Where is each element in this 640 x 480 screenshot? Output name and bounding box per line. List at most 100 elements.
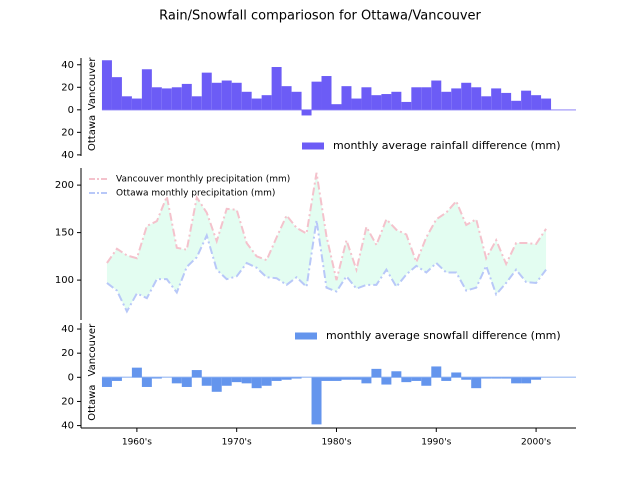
bar — [131, 367, 142, 378]
bar — [311, 377, 322, 425]
x-tick-label: 2000's — [521, 438, 551, 448]
bar — [111, 377, 122, 381]
bar — [191, 370, 202, 378]
y-tick-label: 200 — [55, 180, 74, 191]
bar — [181, 377, 192, 387]
bar — [361, 87, 372, 110]
y-tick-label: 100 — [55, 275, 74, 286]
legend-label: Vancouver monthly precipitation (mm) — [116, 175, 290, 185]
bar — [101, 377, 112, 387]
bar — [441, 377, 452, 381]
legend-label: Ottawa monthly precipitation (mm) — [116, 189, 275, 199]
bar — [181, 83, 192, 110]
bar — [511, 377, 522, 384]
bar — [231, 377, 242, 383]
bar — [421, 87, 432, 110]
bar — [501, 92, 512, 110]
bar — [491, 88, 502, 110]
bar — [131, 98, 142, 110]
bar — [161, 88, 172, 110]
bar — [311, 81, 322, 110]
bar — [331, 104, 342, 110]
bar — [321, 76, 332, 110]
y-label: Vancouver — [87, 57, 98, 111]
y-tick-label: 20 — [61, 82, 74, 93]
bar — [351, 98, 362, 110]
bar — [531, 377, 542, 380]
bar — [431, 80, 442, 110]
bar — [371, 95, 382, 110]
bar — [501, 377, 512, 379]
bar — [141, 69, 152, 110]
legend-label: monthly average rainfall difference (mm) — [333, 139, 561, 152]
legend-swatch — [295, 332, 317, 340]
y-tick-label: 40 — [61, 60, 74, 71]
y-label: Ottawa — [87, 115, 98, 151]
y-label: Ottawa — [87, 385, 98, 421]
bar — [521, 90, 532, 110]
bar — [151, 87, 162, 110]
bar — [431, 366, 442, 378]
bar — [101, 60, 112, 110]
bar — [481, 377, 492, 379]
y-tick-label: 40 — [61, 324, 74, 335]
bar — [481, 96, 492, 110]
bar — [141, 377, 152, 387]
bar — [241, 91, 252, 110]
bar — [391, 371, 402, 378]
line — [106, 220, 547, 314]
legend-swatch — [302, 142, 324, 150]
fill-between — [106, 172, 547, 312]
y-label: Vancouver — [87, 323, 98, 377]
bar — [201, 72, 212, 110]
bar — [281, 377, 292, 380]
bar — [541, 98, 552, 110]
bar — [121, 96, 132, 110]
y-tick-label: 20 — [61, 396, 74, 407]
bar — [321, 377, 332, 381]
bar — [381, 94, 392, 110]
bar — [301, 109, 312, 116]
bar — [411, 377, 422, 381]
y-tick-label: 40 — [61, 421, 74, 432]
bar — [211, 82, 222, 110]
bar — [291, 91, 302, 110]
y-tick-label: 150 — [55, 228, 74, 239]
bar — [521, 377, 532, 384]
bar — [531, 95, 542, 110]
bar — [111, 77, 122, 110]
bar — [211, 377, 222, 392]
y-tick-label: 0 — [68, 372, 74, 383]
x-tick-label: 1960's — [122, 438, 152, 448]
bar — [291, 377, 302, 379]
bar — [261, 95, 272, 110]
bar — [471, 377, 482, 389]
bar — [451, 88, 462, 110]
bar — [191, 96, 202, 110]
bar — [261, 377, 272, 386]
bar — [171, 87, 182, 110]
bar — [341, 86, 352, 110]
y-tick-label: 20 — [61, 127, 74, 138]
bar — [151, 377, 162, 379]
bar — [401, 101, 412, 110]
bar — [471, 87, 482, 110]
legend-label: monthly average snowfall difference (mm) — [326, 329, 561, 342]
bar — [281, 86, 292, 110]
chart-title: Rain/Snowfall comparioson for Ottawa/Van… — [159, 9, 481, 24]
bar — [411, 87, 422, 110]
bar — [231, 82, 242, 110]
bar — [391, 91, 402, 110]
bar — [341, 377, 352, 380]
x-tick-label: 1970's — [222, 438, 252, 448]
bar — [441, 91, 452, 110]
bar — [221, 80, 232, 110]
bar — [221, 377, 232, 386]
y-tick-label: 20 — [61, 348, 74, 359]
bar — [511, 100, 522, 110]
x-tick-label: 1990's — [421, 438, 451, 448]
bar — [241, 377, 252, 384]
x-tick-label: 1980's — [321, 438, 351, 448]
